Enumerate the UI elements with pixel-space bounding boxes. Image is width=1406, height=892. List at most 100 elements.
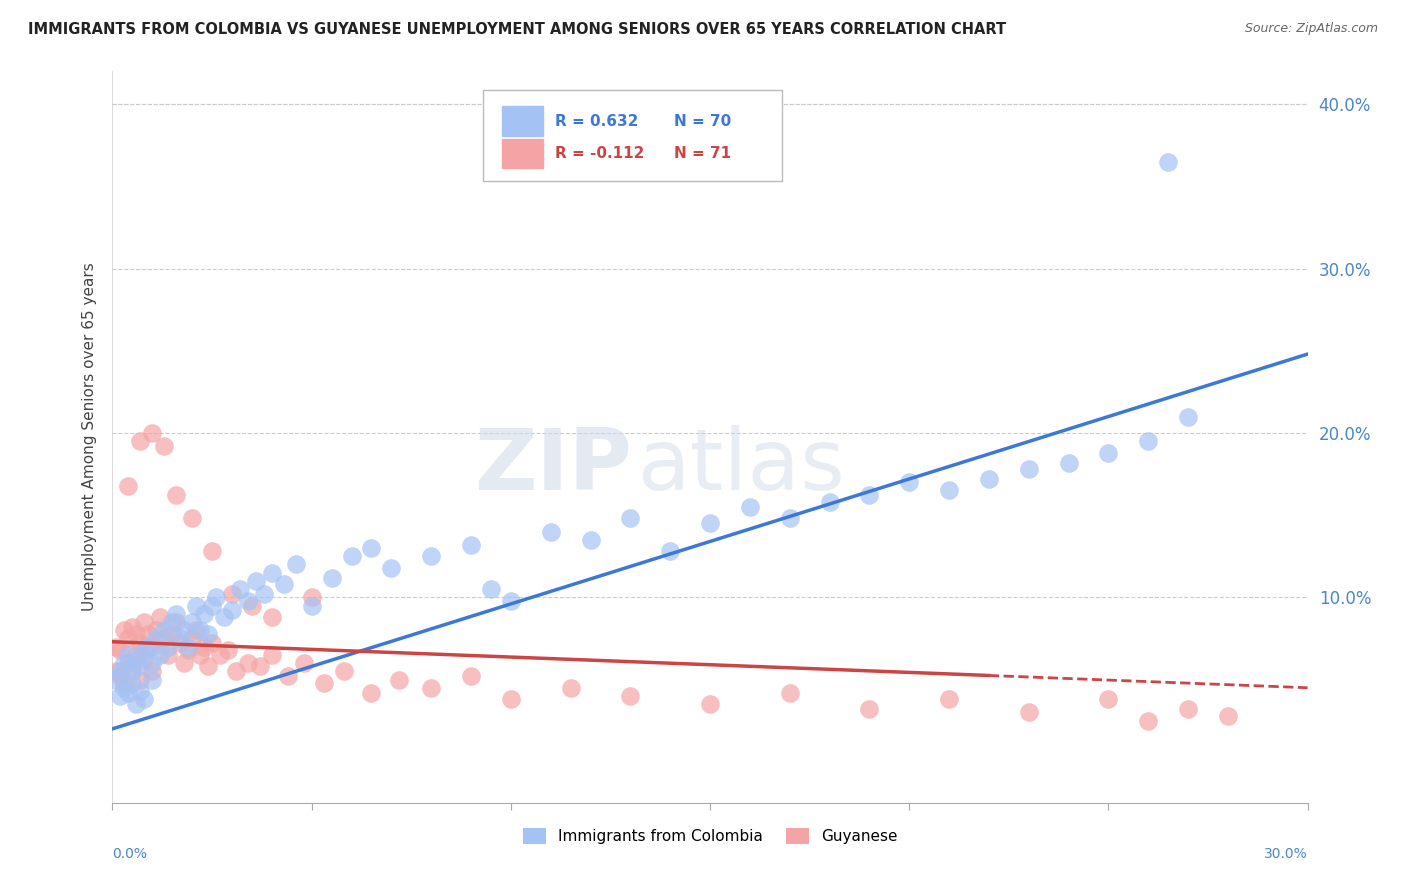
Point [332, 665, 354, 679]
Point [110, 689, 132, 703]
Point [134, 643, 156, 657]
Point [1157, 154, 1180, 169]
Point [284, 558, 307, 572]
Point [153, 624, 176, 638]
Point [1137, 714, 1160, 728]
Point [138, 626, 160, 640]
Text: IMMIGRANTS FROM COLOMBIA VS GUYANESE UNEMPLOYMENT AMONG SENIORS OVER 65 YEARS CO: IMMIGRANTS FROM COLOMBIA VS GUYANESE UNE… [28, 22, 1007, 37]
Point [201, 599, 224, 613]
Point [301, 599, 323, 613]
Point [169, 632, 191, 646]
Point [117, 686, 139, 700]
Text: 0.0%: 0.0% [112, 847, 148, 861]
Point [114, 656, 135, 670]
Point [277, 669, 299, 683]
Text: N = 70: N = 70 [675, 113, 731, 128]
Point [117, 648, 139, 662]
Point [141, 425, 163, 440]
Point [499, 692, 522, 706]
Point [858, 702, 880, 716]
Point [110, 669, 132, 683]
Point [420, 549, 443, 564]
Point [619, 511, 641, 525]
Point [162, 615, 183, 629]
Text: 30.0%: 30.0% [1264, 847, 1308, 861]
Point [245, 574, 267, 588]
Point [138, 640, 160, 654]
Point [201, 636, 224, 650]
Point [1097, 446, 1119, 460]
Point [121, 675, 143, 690]
Point [229, 582, 252, 596]
Point [153, 439, 176, 453]
Point [1177, 702, 1199, 716]
Point [157, 640, 180, 654]
Point [249, 659, 271, 673]
Point [129, 673, 152, 687]
FancyBboxPatch shape [502, 106, 543, 136]
Point [321, 571, 343, 585]
Point [579, 533, 602, 547]
Point [779, 511, 801, 525]
Point [201, 544, 224, 558]
Point [114, 681, 135, 695]
Point [1216, 708, 1239, 723]
Point [240, 599, 263, 613]
Point [129, 684, 152, 698]
Point [221, 587, 243, 601]
Point [205, 591, 228, 605]
Point [193, 640, 215, 654]
Point [165, 607, 187, 621]
Text: N = 71: N = 71 [675, 145, 731, 161]
Point [360, 686, 382, 700]
Point [260, 648, 283, 662]
Point [145, 632, 167, 646]
Point [273, 577, 295, 591]
Point [134, 653, 156, 667]
Point [181, 511, 204, 525]
Legend: Immigrants from Colombia, Guyanese: Immigrants from Colombia, Guyanese [516, 822, 904, 850]
Point [699, 516, 721, 531]
Point [134, 692, 156, 706]
Point [149, 610, 172, 624]
Point [125, 697, 148, 711]
Text: atlas: atlas [638, 425, 846, 508]
Point [253, 587, 276, 601]
Point [738, 500, 761, 514]
Point [1057, 456, 1080, 470]
Point [1097, 692, 1119, 706]
Point [420, 681, 443, 695]
Point [141, 665, 163, 679]
Point [110, 643, 132, 657]
Point [340, 549, 363, 564]
Point [121, 620, 143, 634]
Point [938, 692, 960, 706]
Point [141, 656, 163, 670]
Point [114, 624, 135, 638]
Point [117, 478, 139, 492]
Point [141, 673, 163, 687]
Point [779, 686, 801, 700]
FancyBboxPatch shape [502, 138, 543, 168]
Point [388, 673, 411, 687]
Point [145, 624, 167, 638]
Point [236, 593, 259, 607]
Point [818, 495, 841, 509]
Point [105, 640, 128, 654]
Point [301, 591, 323, 605]
Point [460, 669, 482, 683]
Point [209, 648, 232, 662]
Point [221, 603, 243, 617]
Point [699, 697, 721, 711]
Point [105, 673, 128, 687]
Point [117, 656, 139, 670]
Point [380, 560, 402, 574]
Point [105, 665, 128, 679]
Point [898, 475, 921, 490]
Point [153, 632, 176, 646]
Point [134, 615, 156, 629]
Point [117, 632, 139, 646]
Point [260, 610, 283, 624]
Point [162, 626, 183, 640]
Point [121, 665, 143, 679]
